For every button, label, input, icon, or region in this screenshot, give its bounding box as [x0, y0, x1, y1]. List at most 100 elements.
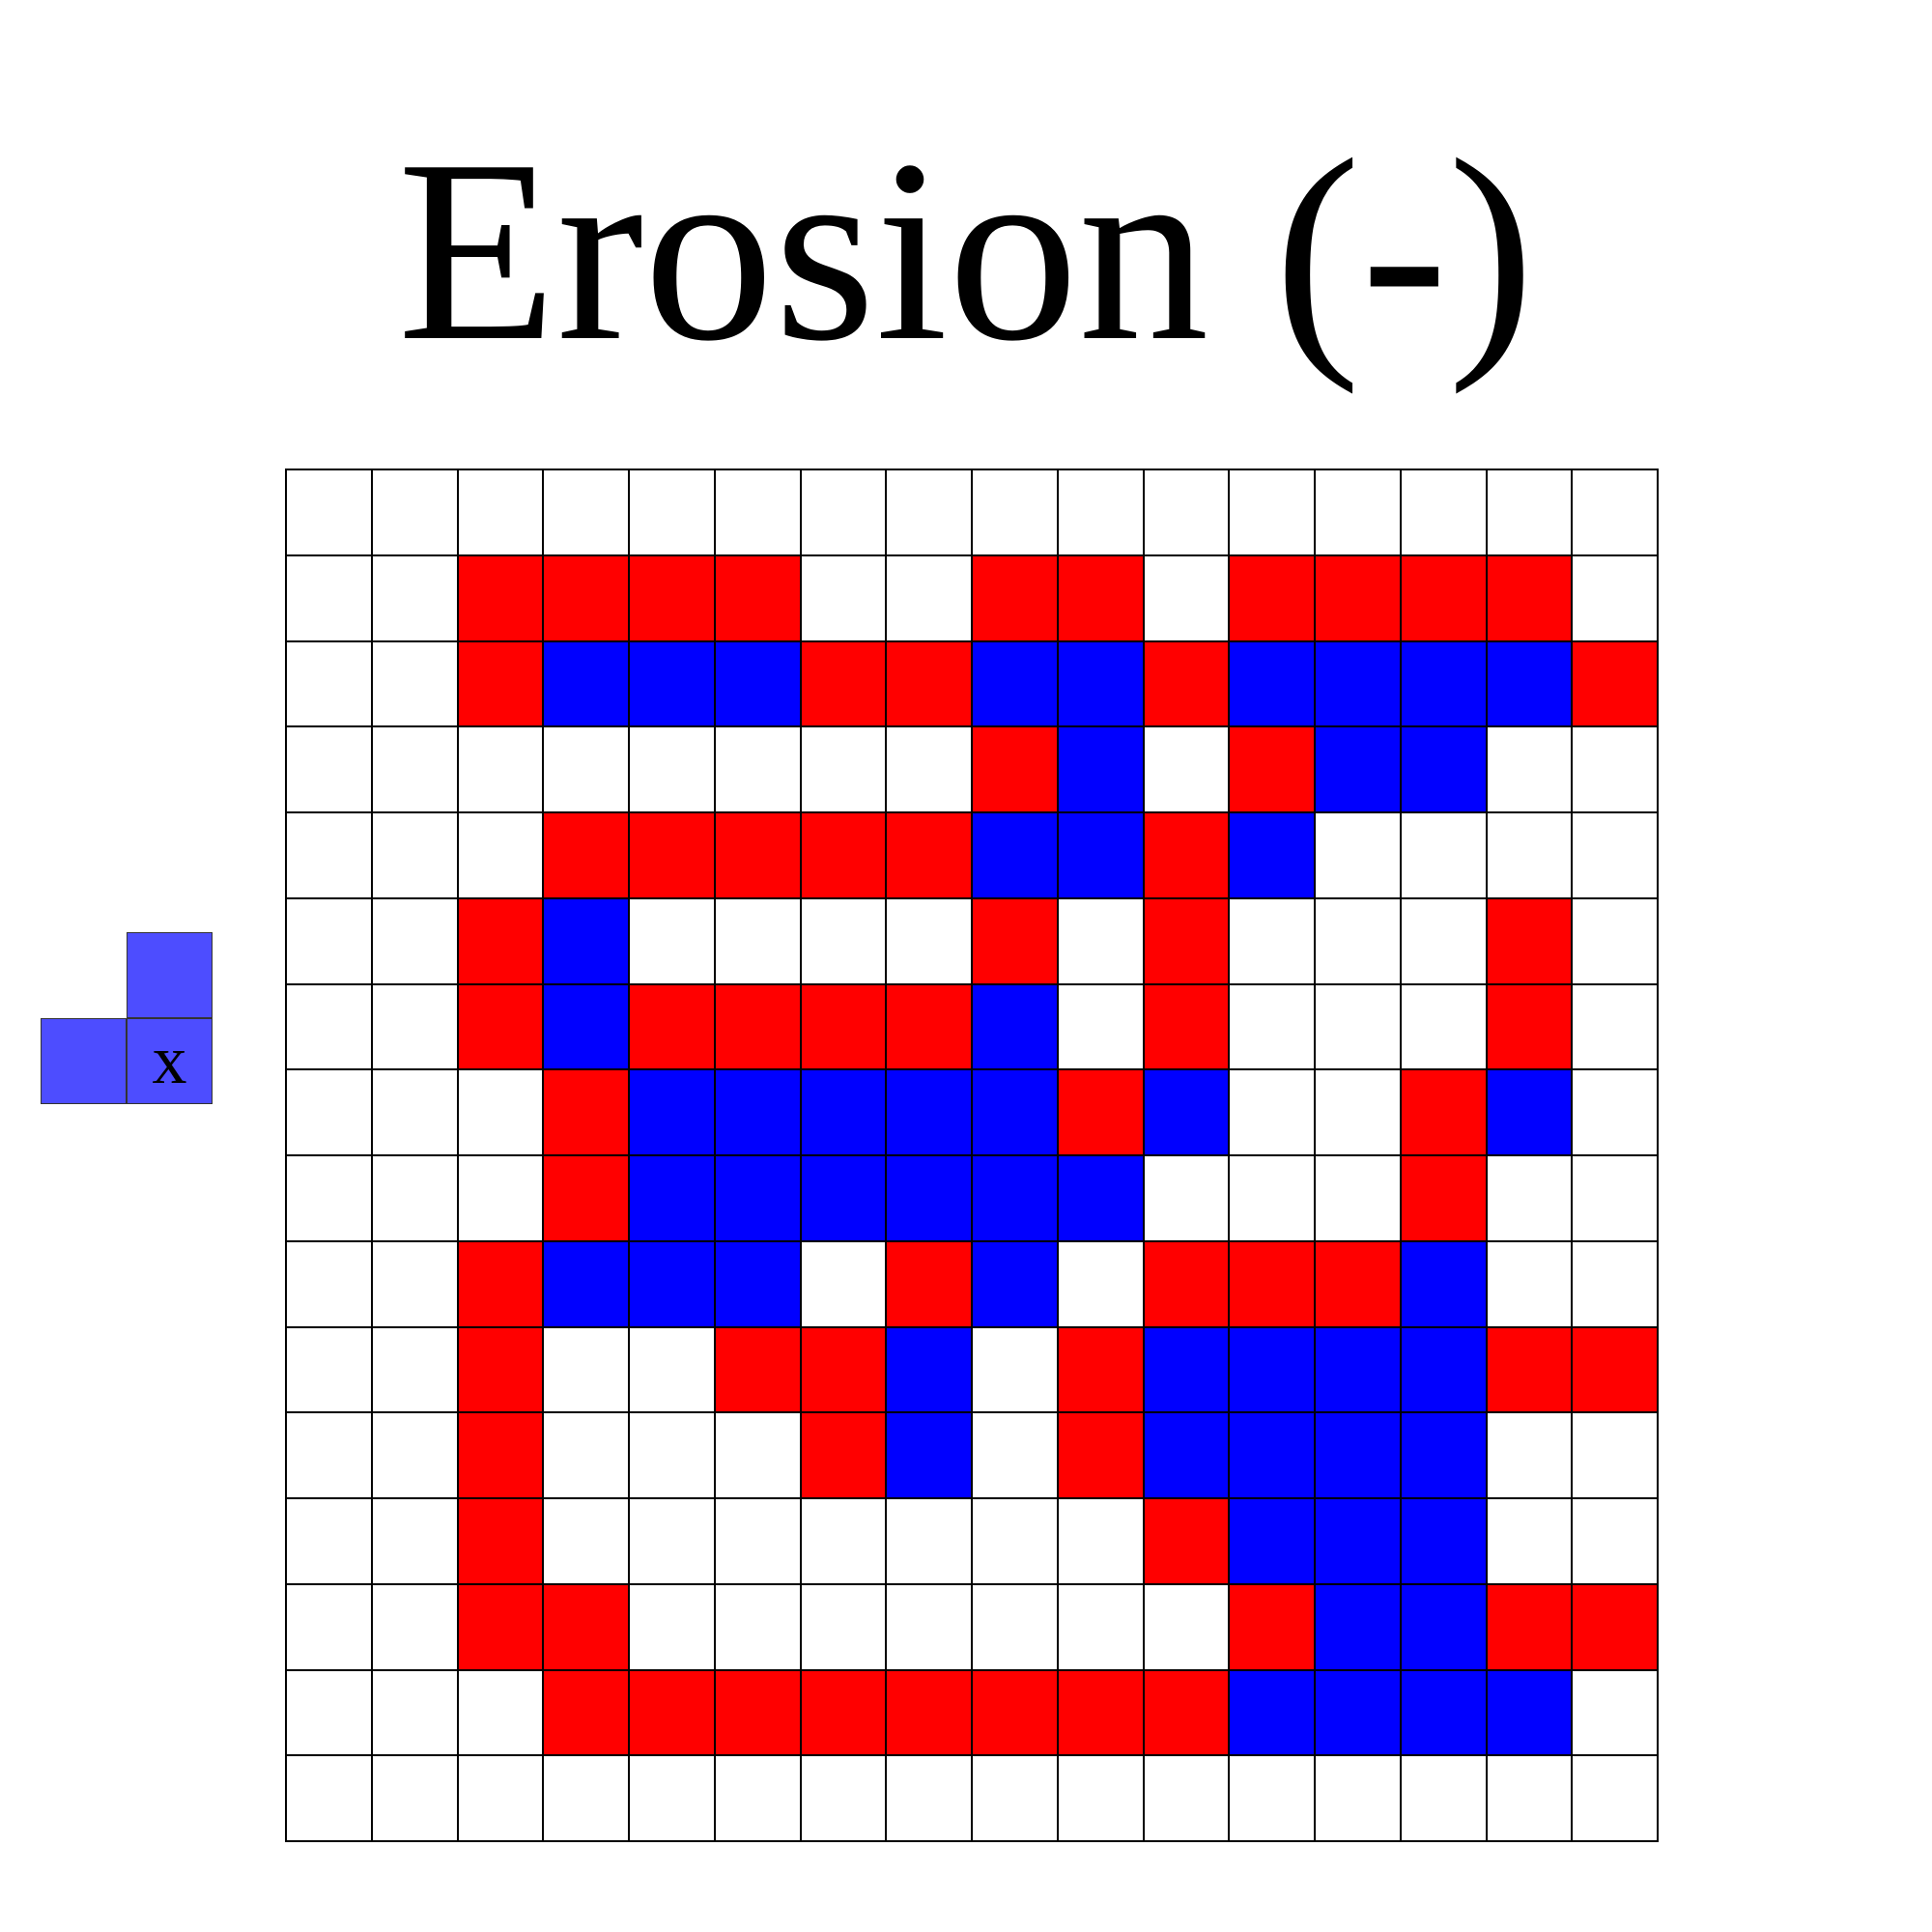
grid-cell-empty — [458, 470, 545, 556]
grid-cell-empty — [1058, 984, 1145, 1071]
grid-cell-empty — [372, 1156, 459, 1242]
grid-cell-empty — [372, 1327, 459, 1414]
grid-cell-removed — [1058, 1327, 1145, 1414]
grid-cell-empty — [1316, 813, 1402, 899]
grid-cell-empty — [544, 470, 630, 556]
grid-cell-empty — [372, 727, 459, 813]
grid-cell-empty — [1230, 1756, 1316, 1842]
grid-cell-removed — [1487, 555, 1574, 642]
grid-cell-removed — [1230, 727, 1316, 813]
grid-cell-removed — [887, 813, 973, 899]
grid-cell-kept — [715, 641, 802, 728]
grid-cell-removed — [801, 1327, 888, 1414]
grid-cell-empty — [887, 1499, 973, 1585]
grid-cell-empty — [372, 898, 459, 985]
grid-cell-kept — [887, 1327, 973, 1414]
grid-cell-removed — [458, 1241, 545, 1328]
grid-cell-empty — [544, 727, 630, 813]
grid-cell-removed — [715, 984, 802, 1071]
grid-cell-empty — [1316, 1156, 1402, 1242]
grid-cell-kept — [1316, 1327, 1402, 1414]
grid-cell-empty — [1144, 1156, 1231, 1242]
grid-cell-kept — [887, 1070, 973, 1156]
grid-cell-empty — [1401, 898, 1488, 985]
grid-cell-kept — [1058, 1156, 1145, 1242]
grid-cell-kept — [973, 1241, 1059, 1328]
grid-cell-removed — [1230, 1584, 1316, 1671]
grid-cell-empty — [1144, 555, 1231, 642]
grid-cell-empty — [1487, 1413, 1574, 1499]
grid-cell-removed — [1144, 898, 1231, 985]
grid-cell-removed — [801, 641, 888, 728]
grid-cell-empty — [801, 1584, 888, 1671]
grid-cell-kept — [1401, 1327, 1488, 1414]
grid-cell-empty — [1144, 727, 1231, 813]
grid-cell-kept — [544, 984, 630, 1071]
grid-cell-removed — [544, 1070, 630, 1156]
grid-cell-empty — [801, 727, 888, 813]
grid-cell-kept — [1316, 1584, 1402, 1671]
grid-cell-empty — [1316, 470, 1402, 556]
grid-cell-removed — [1058, 1070, 1145, 1156]
grid-cell-removed — [544, 1156, 630, 1242]
grid-cell-removed — [458, 555, 545, 642]
grid-cell-empty — [1573, 1156, 1659, 1242]
grid-cell-removed — [715, 555, 802, 642]
grid-cell-removed — [1058, 1670, 1145, 1757]
grid-cell-removed — [458, 1584, 545, 1671]
grid-cell-removed — [887, 641, 973, 728]
grid-cell-removed — [1058, 555, 1145, 642]
grid-cell-kept — [715, 1070, 802, 1156]
grid-cell-empty — [1573, 898, 1659, 985]
grid-cell-removed — [1144, 984, 1231, 1071]
grid-cell-empty — [544, 1499, 630, 1585]
diagram-title: Erosion (-) — [397, 106, 1535, 395]
grid-cell-empty — [1401, 813, 1488, 899]
grid-cell-empty — [973, 1327, 1059, 1414]
grid-cell-removed — [544, 1584, 630, 1671]
grid-cell-kept — [1316, 1670, 1402, 1757]
grid-cell-empty — [1487, 1756, 1574, 1842]
grid-cell-empty — [630, 1413, 716, 1499]
grid-cell-empty — [630, 470, 716, 556]
grid-cell-kept — [1144, 1413, 1231, 1499]
grid-cell-removed — [1573, 1327, 1659, 1414]
grid-cell-empty — [287, 813, 373, 899]
grid-cell-kept — [887, 1156, 973, 1242]
grid-cell-removed — [715, 1327, 802, 1414]
grid-cell-empty — [1573, 1070, 1659, 1156]
structuring-element: x — [41, 932, 214, 1106]
grid-cell-removed — [1487, 984, 1574, 1071]
grid-cell-removed — [630, 555, 716, 642]
grid-cell-removed — [887, 1241, 973, 1328]
grid-cell-empty — [372, 984, 459, 1071]
grid-cell-removed — [458, 898, 545, 985]
grid-cell-removed — [715, 1670, 802, 1757]
grid-cell-empty — [544, 1413, 630, 1499]
grid-cell-removed — [801, 1413, 888, 1499]
grid-cell-removed — [801, 1670, 888, 1757]
grid-cell-empty — [458, 813, 545, 899]
grid-cell-kept — [630, 1241, 716, 1328]
grid-cell-empty — [287, 1241, 373, 1328]
grid-cell-removed — [1401, 555, 1488, 642]
grid-cell-empty — [372, 1756, 459, 1842]
grid-cell-empty — [1058, 1241, 1145, 1328]
grid-cell-kept — [1316, 1413, 1402, 1499]
grid-cell-removed — [630, 984, 716, 1071]
grid-cell-empty — [287, 555, 373, 642]
grid-cell-kept — [1487, 1070, 1574, 1156]
grid-cell-empty — [287, 641, 373, 728]
grid-cell-empty — [287, 1584, 373, 1671]
grid-cell-empty — [1058, 898, 1145, 985]
grid-cell-kept — [1487, 641, 1574, 728]
grid-cell-removed — [458, 1413, 545, 1499]
grid-cell-empty — [1573, 1756, 1659, 1842]
grid-cell-removed — [458, 1327, 545, 1414]
grid-cell-empty — [1230, 470, 1316, 556]
grid-cell-empty — [372, 813, 459, 899]
grid-cell-removed — [544, 555, 630, 642]
grid-cell-kept — [973, 984, 1059, 1071]
grid-cell-empty — [1058, 1756, 1145, 1842]
grid-cell-empty — [1573, 1499, 1659, 1585]
